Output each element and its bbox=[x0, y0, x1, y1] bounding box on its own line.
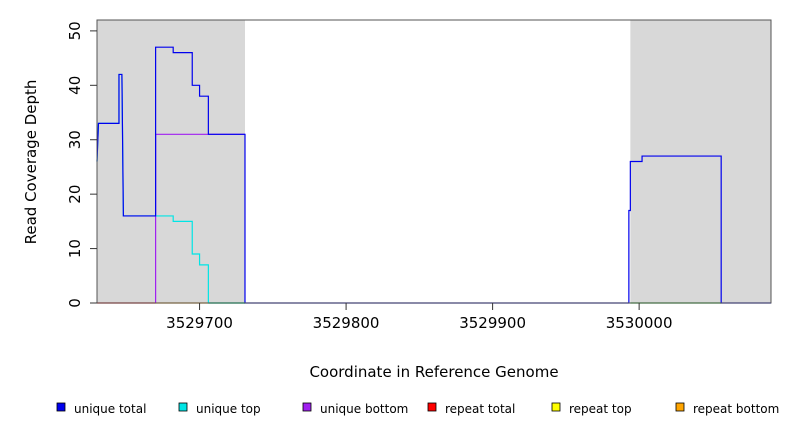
legend-label: repeat total bbox=[445, 402, 515, 416]
legend: unique total unique top unique bottom repea… bbox=[56, 402, 779, 416]
series-unique-total bbox=[96, 46, 771, 304]
legend-swatch bbox=[427, 402, 437, 412]
legend-label: repeat bottom bbox=[693, 402, 779, 416]
legend-swatch bbox=[675, 402, 685, 412]
legend-item-repeat-top: repeat top bbox=[551, 402, 632, 416]
legend-label: unique bottom bbox=[320, 402, 408, 416]
legend-item-repeat-bottom: repeat bottom bbox=[675, 402, 779, 416]
y-axis: 0 10 20 30 40 50 bbox=[66, 21, 97, 308]
legend-item-unique-top: unique top bbox=[178, 402, 261, 416]
x-tick-label: 3529900 bbox=[459, 314, 526, 332]
legend-swatch bbox=[551, 402, 561, 412]
shaded-region-1 bbox=[97, 20, 245, 303]
y-tick-label: 10 bbox=[66, 239, 84, 258]
x-tick-label: 3530000 bbox=[606, 314, 673, 332]
y-tick-label: 50 bbox=[66, 21, 84, 40]
legend-label: repeat top bbox=[569, 402, 632, 416]
x-tick-label: 3529700 bbox=[166, 314, 233, 332]
legend-item-unique-bottom: unique bottom bbox=[302, 402, 408, 416]
x-tick-label: 3529800 bbox=[313, 314, 380, 332]
y-tick-label: 40 bbox=[66, 76, 84, 95]
y-tick-label: 30 bbox=[66, 130, 84, 149]
x-axis: 3529700 3529800 3529900 3530000 bbox=[166, 303, 673, 332]
shaded-regions bbox=[97, 20, 771, 303]
y-axis-title: Read Coverage Depth bbox=[22, 80, 40, 245]
y-tick-label: 0 bbox=[66, 298, 84, 308]
legend-label: unique top bbox=[196, 402, 261, 416]
legend-swatch bbox=[302, 402, 312, 412]
plot-frame bbox=[96, 19, 772, 304]
legend-label: unique total bbox=[74, 402, 146, 416]
legend-swatch bbox=[56, 402, 66, 412]
legend-item-unique-total: unique total bbox=[56, 402, 146, 416]
y-tick-label: 20 bbox=[66, 185, 84, 204]
legend-item-repeat-total: repeat total bbox=[427, 402, 515, 416]
x-axis-title: Coordinate in Reference Genome bbox=[309, 363, 558, 381]
legend-swatch bbox=[178, 402, 188, 412]
shaded-region-2 bbox=[630, 20, 771, 303]
